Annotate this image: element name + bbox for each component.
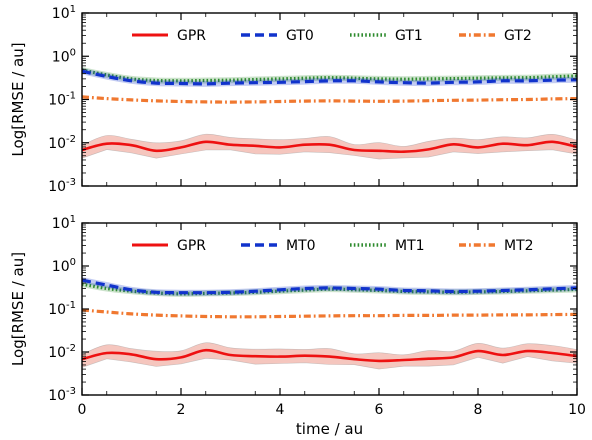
plot-area <box>81 277 578 370</box>
legend-label-GPR: GPR <box>177 238 206 254</box>
series-line-GPR <box>81 348 578 363</box>
legend-label-GPR: GPR <box>177 28 206 44</box>
legend: GPR GT0 GT1 GT2 <box>132 28 532 44</box>
y-tick-label: 101 <box>52 4 76 22</box>
bottom-panel: 101 100 10-1 10-2 10-30 2 4 6 8 10 Log[RMSE / au] t… <box>9 214 586 438</box>
x-tick-label: 2 <box>177 402 186 418</box>
plot-area <box>81 67 578 160</box>
legend-label-MT1: MT1 <box>395 238 425 254</box>
x-tick-label: 10 <box>568 402 586 418</box>
series-line-MT0 <box>81 278 578 295</box>
axes-frame <box>81 222 578 396</box>
series-line-GT2 <box>81 95 578 104</box>
y-tick-label: 10-3 <box>48 386 76 404</box>
x-tick-label: 4 <box>276 402 285 418</box>
legend-label-GT2: GT2 <box>504 28 532 44</box>
x-axis-label: time / au <box>296 420 363 438</box>
x-tick-label: 8 <box>474 402 483 418</box>
y-tick-label: 10-1 <box>48 91 76 109</box>
series-line-GPR <box>81 140 578 154</box>
legend: GPR MT0 MT1 MT2 <box>132 238 534 254</box>
series-line-GT0 <box>81 69 578 86</box>
y-tick-label: 100 <box>52 257 76 275</box>
top-panel: 101 100 10-1 10-2 10-3 Log[RMSE / au] GPR GT0 GT… <box>9 4 578 195</box>
y-tick-label: 10-2 <box>48 343 76 361</box>
y-tick-label: 101 <box>52 214 76 232</box>
y-axis-label: Log[RMSE / au] <box>9 42 27 156</box>
legend-label-GT0: GT0 <box>286 28 314 44</box>
series-line-MT2 <box>81 308 578 319</box>
y-tick-label: 10-2 <box>48 134 76 152</box>
legend-label-GT1: GT1 <box>395 28 423 44</box>
legend-label-MT0: MT0 <box>286 238 316 254</box>
series-band-GPR <box>81 133 578 160</box>
x-tick-label: 0 <box>78 402 87 418</box>
x-tick-label: 6 <box>375 402 384 418</box>
series-line-GT1 <box>81 68 578 83</box>
y-axis-label: Log[RMSE / au] <box>9 252 27 366</box>
legend-label-MT2: MT2 <box>504 238 534 254</box>
y-tick-label: 10-3 <box>48 177 76 195</box>
y-tick-label: 10-1 <box>48 300 76 318</box>
y-tick-label: 100 <box>52 47 76 65</box>
